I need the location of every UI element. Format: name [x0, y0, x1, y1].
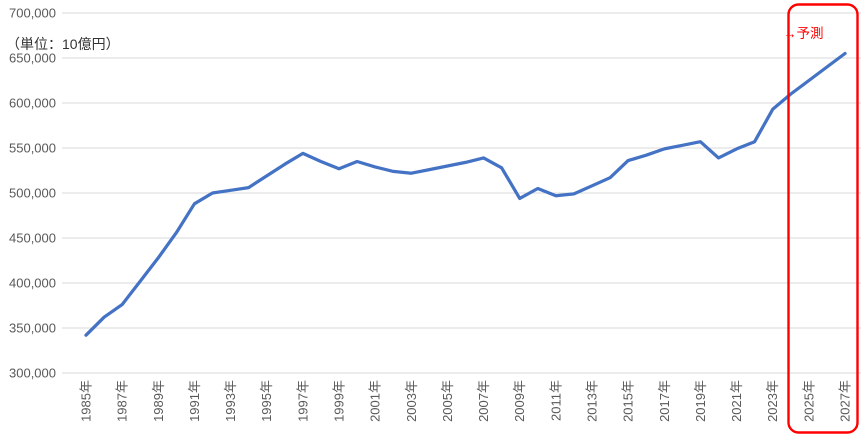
y-tick-label: 450,000	[9, 231, 56, 246]
y-tick-label: 650,000	[9, 51, 56, 66]
y-tick-label: 350,000	[9, 321, 56, 336]
x-tick-label: 1991年	[187, 380, 202, 422]
gridlines	[62, 12, 861, 374]
x-tick-label: 1997年	[295, 380, 310, 422]
forecast-label: →予測	[783, 26, 824, 41]
y-tick-label: 400,000	[9, 276, 56, 291]
series-line	[84, 51, 847, 337]
x-tick-label: 2003年	[404, 380, 419, 422]
x-tick-label: 2001年	[368, 380, 383, 422]
x-tick-label: 2025年	[801, 380, 816, 422]
x-tick-label: 2011年	[548, 380, 563, 421]
x-axis-labels: 1985年 1987年 1989年 1991年 1993年 1995年 1997年 1999年…	[79, 380, 853, 422]
x-tick-label: 2009年	[512, 380, 527, 422]
x-tick-label: 1987年	[115, 380, 130, 422]
y-tick-label: 500,000	[9, 186, 56, 201]
forecast-box	[787, 3, 859, 434]
y-tick-label: 700,000	[9, 6, 56, 21]
unit-label: （単位：10億円）	[6, 36, 120, 52]
x-tick-label: 1999年	[332, 380, 347, 422]
x-tick-label: 1995年	[259, 380, 274, 422]
y-axis-labels: 700,000 650,000 600,000 550,000 500,000 450,0…	[9, 6, 56, 381]
x-tick-label: 2023年	[765, 380, 780, 422]
y-tick-label: 600,000	[9, 96, 56, 111]
x-tick-label: 2021年	[729, 380, 744, 422]
x-tick-label: 2005年	[440, 380, 455, 422]
x-tick-label: 2017年	[657, 380, 672, 422]
x-tick-label: 1985年	[79, 380, 94, 422]
x-tick-label: 2007年	[476, 380, 491, 422]
x-tick-label: 2015年	[621, 380, 636, 422]
x-tick-label: 2019年	[693, 380, 708, 422]
y-tick-label: 300,000	[9, 366, 56, 381]
y-tick-label: 550,000	[9, 141, 56, 156]
x-tick-label: 2013年	[585, 380, 600, 422]
x-tick-label: 1993年	[223, 380, 238, 422]
x-tick-label: 1989年	[151, 380, 166, 422]
x-tick-label: 2027年	[838, 380, 853, 422]
